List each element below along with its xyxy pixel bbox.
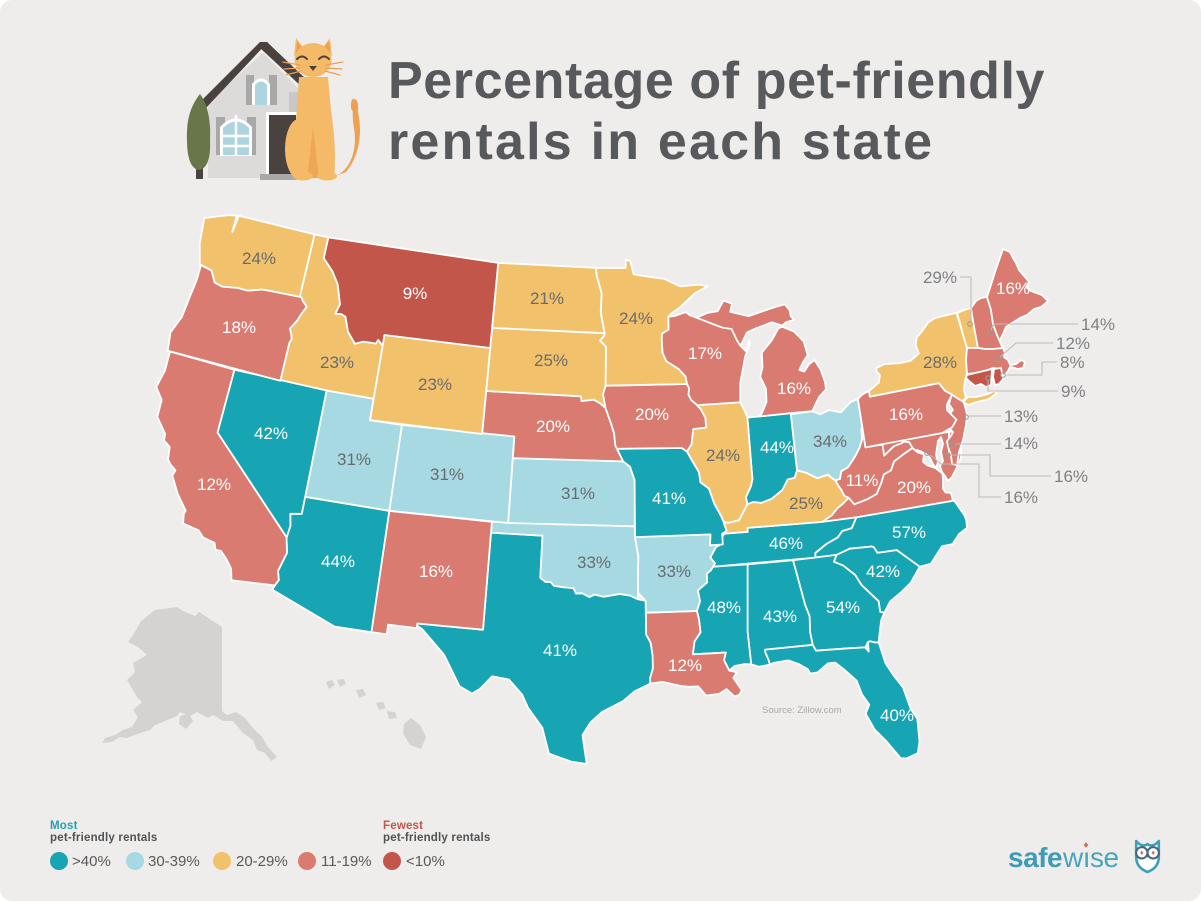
svg-text:42%: 42% [866,562,900,581]
svg-text:<10%: <10% [406,853,445,870]
svg-text:21%: 21% [530,289,564,308]
svg-text:16%: 16% [889,405,923,424]
svg-text:12%: 12% [197,475,231,494]
svg-text:23%: 23% [320,353,354,372]
svg-text:20%: 20% [897,478,931,497]
svg-text:18%: 18% [222,318,256,337]
svg-text:31%: 31% [561,484,595,503]
svg-text:29%: 29% [923,268,957,287]
svg-text:16%: 16% [777,379,811,398]
svg-text:44%: 44% [760,438,794,457]
svg-text:14%: 14% [1081,315,1115,334]
svg-text:25%: 25% [789,494,823,513]
svg-text:41%: 41% [652,489,686,508]
svg-text:8%: 8% [1060,353,1085,372]
svg-text:pet-friendly rentals: pet-friendly rentals [50,832,158,844]
svg-text:44%: 44% [321,552,355,571]
svg-text:40%: 40% [880,706,914,725]
svg-text:31%: 31% [430,465,464,484]
svg-text:41%: 41% [543,641,577,660]
svg-text:Source: Zillow.com: Source: Zillow.com [762,705,842,716]
svg-text:14%: 14% [1004,434,1038,453]
svg-text:23%: 23% [418,375,452,394]
svg-text:wıse: wıse [1062,842,1119,873]
svg-text:25%: 25% [534,351,568,370]
svg-text:54%: 54% [826,598,860,617]
svg-text:pet-friendly rentals: pet-friendly rentals [383,832,491,844]
svg-text:46%: 46% [769,534,803,553]
svg-text:33%: 33% [657,562,691,581]
svg-text:11%: 11% [846,471,879,490]
svg-text:24%: 24% [706,446,740,465]
svg-text:17%: 17% [688,344,722,363]
svg-text:11-19%: 11-19% [321,853,372,870]
svg-text:34%: 34% [813,432,847,451]
svg-text:9%: 9% [403,284,428,303]
svg-text:43%: 43% [763,607,797,626]
svg-text:16%: 16% [1054,467,1088,486]
svg-text:24%: 24% [242,249,276,268]
svg-text:48%: 48% [707,598,741,617]
svg-text:20%: 20% [635,405,669,424]
svg-text:33%: 33% [577,553,611,572]
svg-text:16%: 16% [419,562,453,581]
svg-text:12%: 12% [1056,334,1090,353]
svg-text:16%: 16% [1004,488,1038,507]
svg-text:12%: 12% [668,656,702,675]
svg-text:42%: 42% [254,424,288,443]
svg-text:16%: 16% [996,279,1030,298]
svg-text:>40%: >40% [72,853,111,870]
svg-text:Most: Most [50,820,78,832]
svg-text:30-39%: 30-39% [148,853,200,870]
svg-text:28%: 28% [923,353,957,372]
svg-text:24%: 24% [619,309,653,328]
svg-text:20-29%: 20-29% [236,853,288,870]
svg-text:57%: 57% [892,523,926,542]
svg-text:safe: safe [1008,842,1062,873]
svg-text:Fewest: Fewest [383,820,423,832]
svg-text:13%: 13% [1004,407,1038,426]
svg-text:9%: 9% [1061,382,1086,401]
svg-text:20%: 20% [536,417,570,436]
svg-text:31%: 31% [337,450,371,469]
